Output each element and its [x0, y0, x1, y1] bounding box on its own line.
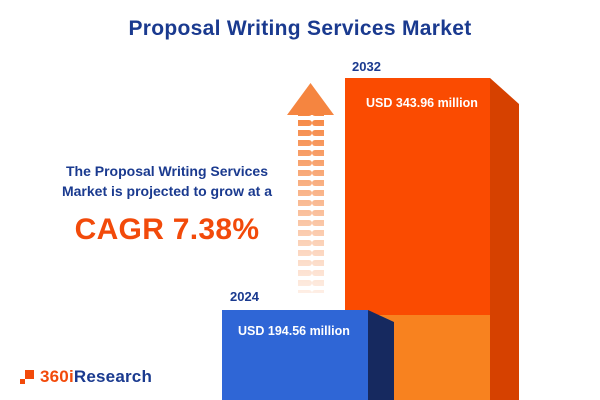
bar-2024-year-label: 2024 — [230, 289, 259, 304]
bar-2032-year-label: 2032 — [352, 59, 381, 74]
chart-title: Proposal Writing Services Market — [128, 17, 472, 40]
logo-suffix: Research — [73, 367, 153, 386]
bar-2024-side — [368, 310, 394, 400]
logo-squares-icon — [20, 370, 34, 384]
logo-prefix: 360i — [40, 367, 74, 386]
cagr-value: CAGR 7.38% — [74, 213, 260, 247]
bar-2032-side — [490, 78, 519, 400]
growth-annotation: The Proposal Writing Services Market is … — [32, 162, 302, 251]
growth-arrow-tail-icon — [298, 115, 324, 293]
annotation-line2: Market is projected to grow at a — [61, 182, 273, 199]
logo-text: 360iResearch — [40, 367, 152, 387]
brand-logo: 360iResearch — [20, 366, 152, 388]
bar-2024-front — [222, 310, 368, 400]
bar-2024-value-label: USD 194.56 million — [238, 324, 350, 338]
growth-arrow-head-icon — [287, 83, 334, 115]
bar-2032-value-label: USD 343.96 million — [366, 96, 478, 110]
annotation-line1: The Proposal Writing Services — [65, 163, 269, 179]
